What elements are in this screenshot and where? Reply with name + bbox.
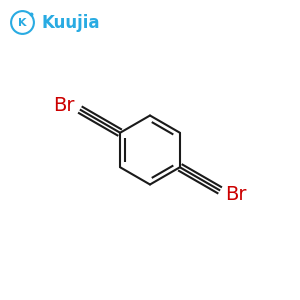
Text: K: K (18, 17, 27, 28)
Text: Br: Br (226, 184, 247, 204)
Text: Br: Br (53, 96, 74, 116)
Text: Kuujia: Kuujia (41, 14, 100, 32)
